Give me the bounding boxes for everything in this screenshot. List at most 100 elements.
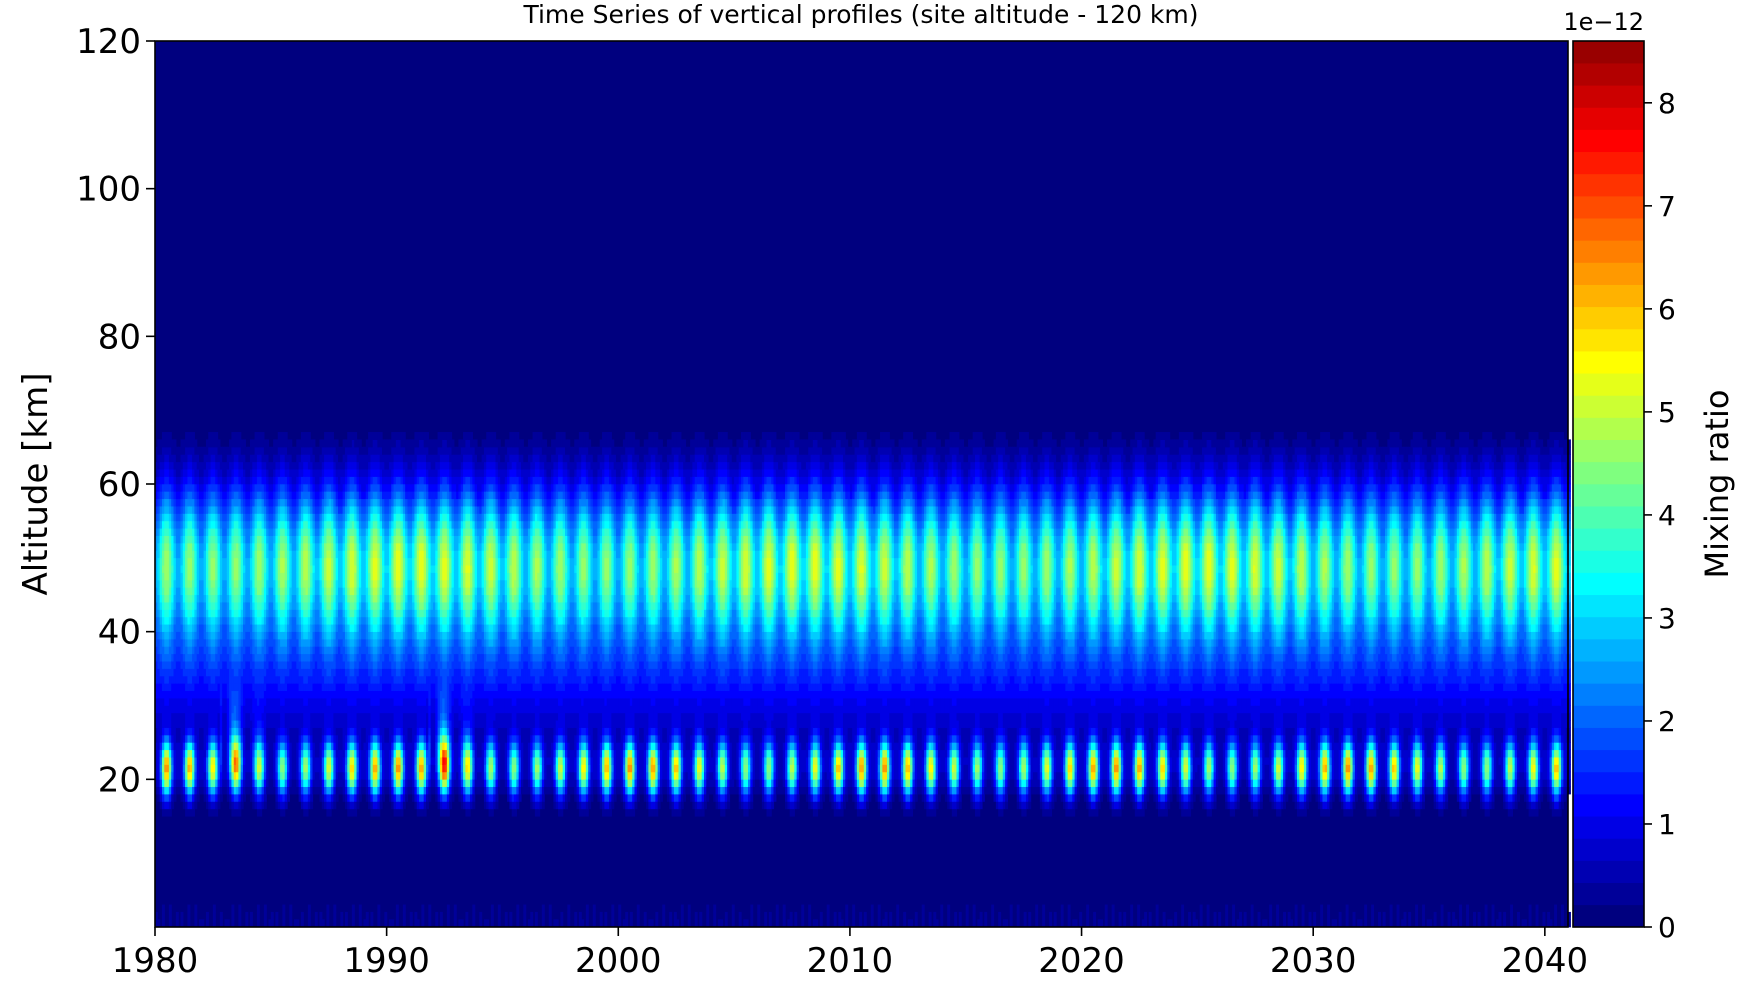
- heatmap-cell: [180, 919, 183, 927]
- heatmap-cell: [264, 905, 267, 913]
- heatmap-cell: [231, 905, 234, 913]
- heatmap-cell: [326, 912, 329, 920]
- heatmap-cell: [206, 912, 209, 920]
- heatmap-cell: [238, 905, 241, 913]
- heatmap-cell: [336, 439, 339, 447]
- heatmap-cell: [220, 912, 223, 920]
- heatmap-cell: [333, 905, 336, 913]
- heatmap-cell: [213, 919, 216, 927]
- heatmap-cell: [331, 432, 334, 440]
- heatmap-cell: [329, 809, 332, 817]
- heatmap-cell: [231, 919, 234, 927]
- heatmap-cell: [282, 919, 285, 927]
- heatmap-cell: [157, 919, 160, 927]
- heatmap-cell: [169, 905, 172, 913]
- heatmap-cell: [315, 919, 318, 927]
- heatmap-cell: [245, 912, 248, 920]
- heatmap-cell: [257, 905, 260, 913]
- heatmap-cell: [192, 809, 195, 817]
- heatmap-cell: [282, 905, 285, 913]
- heatmap-cell: [220, 794, 223, 802]
- heatmap-cell: [301, 919, 304, 927]
- heatmap-cell: [238, 809, 241, 817]
- heatmap-cell: [245, 919, 248, 927]
- heatmap-cell: [250, 912, 253, 920]
- heatmap-cell: [264, 919, 267, 927]
- heatmap-cell: [238, 912, 241, 920]
- heatmap-cell: [194, 912, 197, 920]
- heatmap-cell: [289, 439, 292, 447]
- heatmap-cell: [336, 794, 339, 802]
- heatmap-cell: [213, 912, 216, 920]
- plot-area: [155, 41, 1571, 927]
- heatmap-cell: [197, 794, 200, 802]
- heatmap-cell: [174, 439, 177, 447]
- heatmap-cell: [308, 432, 311, 440]
- heatmap-cell: [220, 919, 223, 927]
- heatmap-cell: [176, 912, 179, 920]
- heatmap-cell: [215, 809, 218, 817]
- heatmap-cell: [296, 919, 299, 927]
- heatmap-cell: [169, 809, 172, 817]
- heatmap-cell: [243, 439, 246, 447]
- heatmap-cell: [285, 432, 288, 440]
- heatmap-cell: [285, 801, 288, 809]
- heatmap-cell: [333, 801, 336, 809]
- heatmap-cell: [162, 912, 165, 920]
- heatmap-cell: [289, 912, 292, 920]
- heatmap-cell: [310, 801, 313, 809]
- heatmap-cell: [231, 912, 234, 920]
- heatmap-cell: [282, 912, 285, 920]
- heatmap-cell: [194, 439, 197, 447]
- heatmap-cell: [301, 912, 304, 920]
- heatmap-cell: [187, 912, 190, 920]
- chart-title: Time Series of vertical profiles (site a…: [522, 0, 1198, 29]
- heatmap-cell: [218, 439, 221, 447]
- heatmap-cell: [264, 801, 267, 809]
- heatmap-cell: [319, 912, 322, 920]
- heatmap-cell: [326, 905, 329, 913]
- heatmap-cell: [192, 432, 195, 440]
- heatmap-cell: [187, 905, 190, 913]
- heatmap-cell: [215, 432, 218, 440]
- heatmap-cell: [162, 919, 165, 927]
- heatmap-cell: [287, 794, 290, 802]
- heatmap-cell: [169, 432, 172, 440]
- heatmap-cell: [322, 919, 325, 927]
- heatmap-cell: [275, 919, 278, 927]
- heatmap-cell: [176, 919, 179, 927]
- heatmap-cell: [250, 919, 253, 927]
- heatmap-cell: [213, 905, 216, 913]
- heatmap-cell: [206, 919, 209, 927]
- heatmap-cell: [313, 439, 316, 447]
- heatmap-cell: [259, 809, 262, 817]
- heatmap-cell: [241, 801, 244, 809]
- heatmap-cell: [289, 919, 292, 927]
- heatmap-cell: [308, 912, 311, 920]
- heatmap-cell: [201, 919, 204, 927]
- heatmap-cell: [275, 912, 278, 920]
- heatmap-cell: [282, 809, 285, 817]
- heatmap-cell: [238, 432, 241, 440]
- heatmap-cell: [308, 905, 311, 913]
- heatmap-cell: [162, 905, 165, 913]
- heatmap-cell: [187, 919, 190, 927]
- heatmap-cell: [169, 919, 172, 927]
- heatmap-cell: [289, 905, 292, 913]
- heatmap-cell: [194, 801, 197, 809]
- heatmap-cell: [169, 912, 172, 920]
- heatmap-cell: [257, 919, 260, 927]
- heatmap-cell: [271, 919, 274, 927]
- heatmap-cell: [326, 919, 329, 927]
- heatmap-cell: [243, 794, 246, 802]
- heatmap-cell: [271, 912, 274, 920]
- heatmap-cell: [306, 809, 309, 817]
- heatmap-cell: [264, 912, 267, 920]
- heatmap-cell: [310, 794, 313, 802]
- heatmap-cell: [266, 439, 269, 447]
- heatmap-cell: [262, 432, 265, 440]
- heatmap-cell: [227, 919, 230, 927]
- heatmap-cell: [174, 794, 177, 802]
- heatmap-cell: [257, 912, 260, 920]
